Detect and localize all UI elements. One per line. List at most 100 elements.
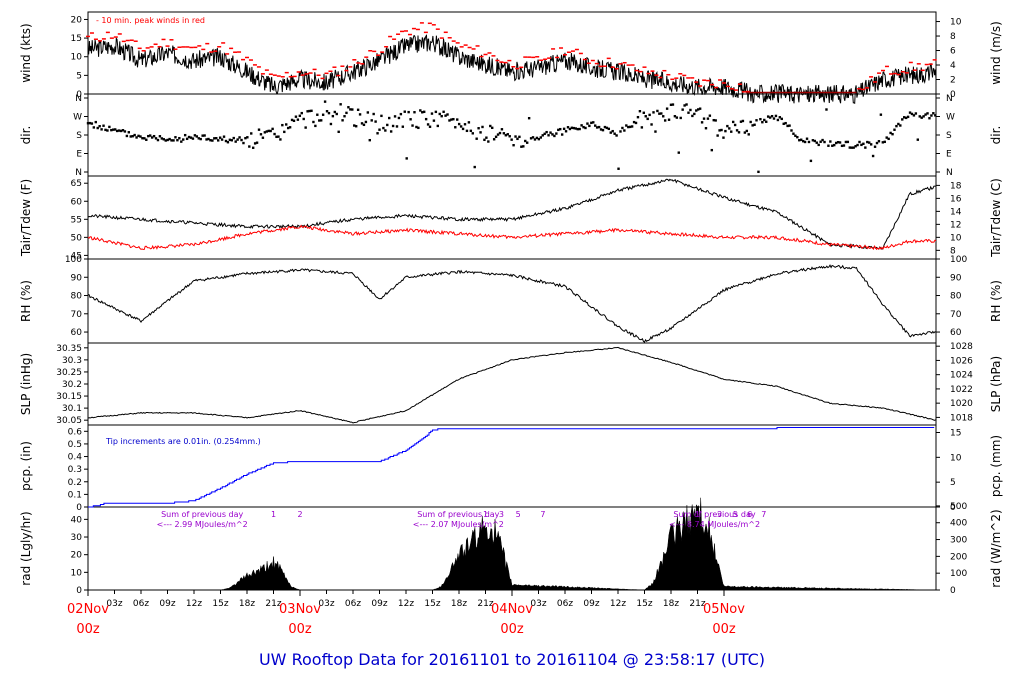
wind-dir-point (145, 138, 148, 141)
wind-dir-point (731, 120, 735, 124)
wind-dir-point (487, 140, 490, 143)
wind-dir-point (803, 140, 807, 144)
wind-dir-point (320, 119, 323, 122)
slp-ytick-label: 30.05 (56, 416, 82, 426)
wind-dir-point (679, 116, 682, 120)
wind-dir-point (611, 129, 614, 133)
wind-dir-point (391, 124, 395, 128)
wind-dir-point (185, 137, 189, 141)
rh-y2tick-label: 80 (950, 292, 962, 302)
wind-dir-point (916, 138, 920, 141)
wind-dir-point (576, 127, 579, 131)
wind-dir-point (877, 140, 881, 143)
wind-dir-point (796, 135, 799, 139)
wind-dir-point (98, 125, 101, 128)
rad-hour-mark: 1 (695, 510, 700, 519)
wind-dir-point (446, 113, 449, 116)
wind-dir-point (267, 129, 270, 133)
wind-dir-point (516, 137, 519, 141)
wind-dir-point (560, 133, 564, 136)
wind-dir-point (279, 138, 282, 141)
wind-dir-point (444, 114, 447, 117)
wind-dir-point (327, 111, 331, 115)
slp-ylabel: SLP (inHg) (19, 353, 33, 415)
wind-dir-point (834, 141, 838, 145)
wind-dir-point (846, 140, 850, 144)
wind-dir-point (881, 141, 885, 144)
day-hour-label: 00z (76, 622, 100, 637)
wind-dir-point (766, 115, 770, 118)
wind-dir-point (224, 139, 228, 143)
wind-dir-point (306, 110, 309, 113)
dir-ylabel: dir. (19, 126, 33, 145)
temp-y2tick-label: 14 (950, 207, 962, 217)
wind-dir-point (166, 138, 169, 142)
wind-dir-point (638, 110, 642, 113)
wind-dir-point (281, 123, 284, 127)
wind-dir-point (339, 103, 342, 106)
panel-frame-rh (87, 258, 937, 344)
wind-dir-point (323, 100, 327, 103)
wind-dir-point (813, 139, 817, 143)
wind-dir-point (94, 120, 97, 124)
wind-dir-point (745, 129, 748, 133)
wind-dir-point (356, 108, 360, 111)
wind-dir-point (465, 129, 469, 133)
wind-dir-point (716, 134, 719, 137)
slp-ytick-label: 30.25 (56, 368, 82, 378)
wind-dir-point (792, 132, 795, 135)
wind-dir-point (271, 127, 274, 131)
temp-ytick-label: 50 (71, 233, 83, 243)
wind-dir-point (147, 134, 150, 138)
rad-y2tick-label: 0 (950, 586, 956, 596)
slp-y2tick-label: 1028 (950, 342, 973, 352)
wind-dir-point (467, 121, 471, 124)
wind-dir-point (329, 122, 333, 126)
wind-dir-point (910, 112, 914, 116)
day-label: 02Nov (67, 602, 109, 617)
rad-hour-mark: 3 (499, 510, 504, 519)
wind-dir-point (782, 122, 785, 126)
wind-dir-point (524, 139, 527, 143)
wind-dir-point (794, 134, 797, 137)
x-tick-label: 03z (530, 599, 546, 609)
wind-dir-point (928, 117, 931, 120)
wind-dir-point (273, 132, 276, 136)
wind-dir-point (930, 114, 933, 117)
wind-dir-point (180, 140, 183, 143)
wind-dir-point (932, 112, 935, 115)
wind-dir-point (541, 134, 544, 137)
temp-y2tick-label: 10 (950, 233, 962, 243)
wind-dir-point (104, 128, 107, 132)
wind-dir-point (934, 114, 937, 117)
wind-dir-point (844, 140, 848, 144)
rh-y2tick-label: 100 (950, 255, 967, 265)
wind-dir-point (246, 136, 249, 139)
wind-dir-point (780, 117, 783, 121)
x-tick-label: 18z (663, 599, 679, 609)
rh-series-line (87, 264, 937, 343)
wind-dir-point (693, 112, 696, 116)
wind-dir-point (426, 123, 430, 126)
wind-dir-point (156, 138, 160, 142)
wind-dir-point (248, 145, 251, 148)
wind-dir-point (370, 119, 373, 122)
wind-dir-point (195, 135, 199, 138)
wind-dir-point (259, 133, 263, 136)
wind-dir-point (730, 130, 733, 133)
wind-dir-point (368, 138, 371, 142)
wind-dir-point (619, 130, 622, 133)
dir-ytick-label: W (73, 113, 82, 123)
panel-frame-slp (87, 342, 937, 426)
wind-dir-point (625, 124, 628, 127)
pcp-y2tick-label: 15 (950, 428, 961, 438)
wind-dir-point (312, 120, 315, 124)
wind-dir-points (86, 100, 937, 174)
wind-y2tick-label: 2 (950, 76, 956, 86)
wind-dir-point (562, 127, 566, 131)
slp-ytick-label: 30.3 (62, 356, 82, 366)
rad-hour-mark: 1 (483, 510, 488, 519)
wind-dir-point (809, 159, 813, 163)
wind-dir-point (722, 136, 725, 139)
rh-ytick-label: 60 (71, 328, 83, 338)
